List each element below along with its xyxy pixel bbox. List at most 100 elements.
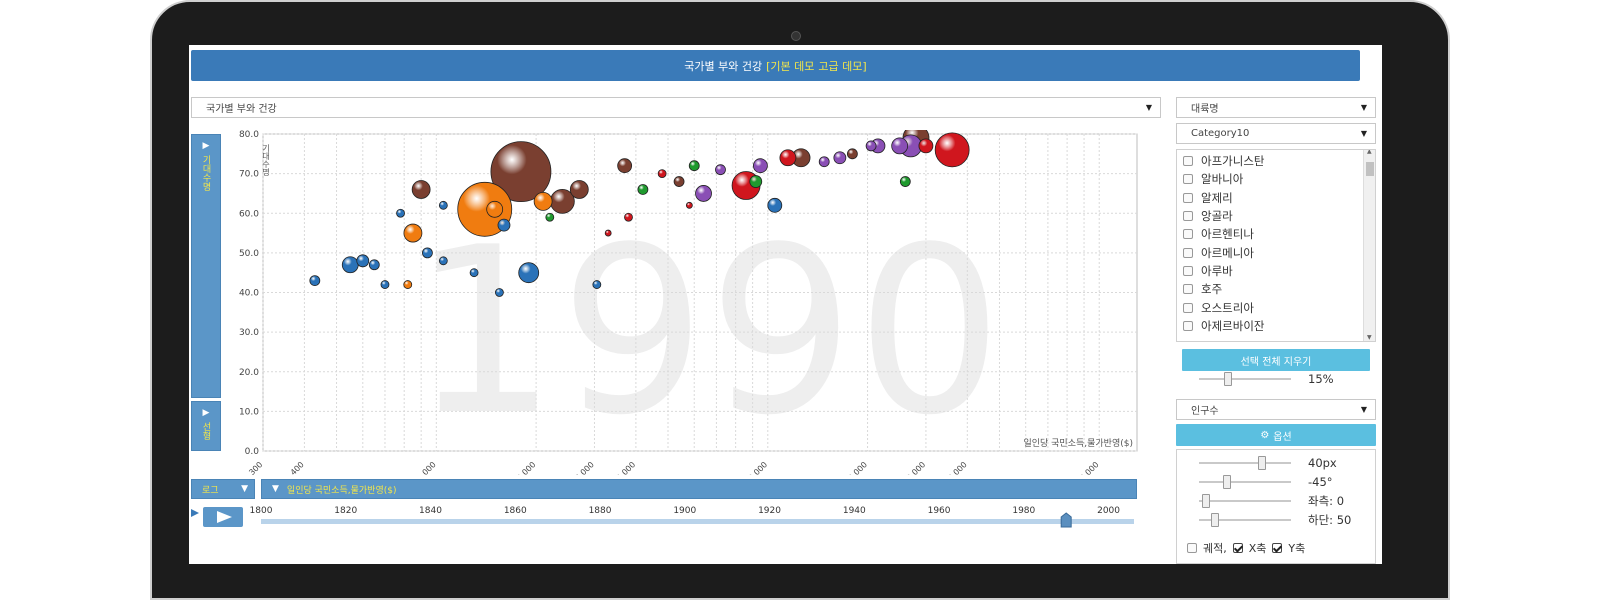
- basic-demo-link[interactable]: [기본 데모: [766, 59, 815, 73]
- size-select[interactable]: 인구수 ▼: [1176, 399, 1376, 420]
- option-slider[interactable]: [1199, 474, 1291, 489]
- x-tick-label: 100,000: [1071, 460, 1101, 475]
- year-timeline[interactable]: 1800 1820 1840 1860 1880 1900 1920 1940 1960 1980…: [189, 501, 1149, 541]
- option-slider[interactable]: [1199, 456, 1291, 470]
- opacity-slider[interactable]: [1199, 372, 1291, 386]
- data-bubble: [495, 288, 504, 297]
- option-slider[interactable]: [1199, 494, 1291, 508]
- timeline-slider[interactable]: [261, 519, 1134, 524]
- country-checkbox[interactable]: [1183, 247, 1193, 258]
- data-bubble: [846, 148, 858, 160]
- data-bubble: [438, 200, 448, 210]
- data-bubble: [604, 229, 612, 237]
- country-checkbox[interactable]: [1183, 211, 1193, 222]
- timeline-slider-thumb[interactable]: [1060, 512, 1072, 528]
- option-slider-thumb[interactable]: [1210, 512, 1219, 527]
- data-bubble: [673, 176, 685, 187]
- country-checkbox[interactable]: [1183, 320, 1193, 331]
- camera-dot: [791, 31, 801, 41]
- data-bubble: [749, 175, 763, 188]
- timeline-tick-label: 1800: [250, 506, 273, 516]
- country-checkbox[interactable]: [1183, 284, 1193, 295]
- advanced-demo-link[interactable]: 고급 데모]: [818, 59, 867, 73]
- country-item[interactable]: 앙골라: [1177, 207, 1375, 225]
- country-item[interactable]: 알바니아: [1177, 170, 1375, 188]
- option-checkbox[interactable]: [1272, 543, 1283, 553]
- color-category-select[interactable]: 대륙명 ▼: [1176, 97, 1376, 118]
- x-scale-tab[interactable]: 로그 ▼: [191, 479, 255, 499]
- y-tick-label: 20.0: [239, 368, 259, 378]
- y-axis-tab[interactable]: ▶ 기대수명: [191, 134, 221, 398]
- data-bubble: [309, 275, 321, 287]
- country-checkbox[interactable]: [1183, 192, 1193, 203]
- country-checkbox[interactable]: [1183, 265, 1193, 276]
- option-slider-thumb[interactable]: [1222, 474, 1231, 489]
- chevron-down-icon: ▼: [241, 484, 248, 494]
- country-item[interactable]: 알제리: [1177, 189, 1375, 207]
- country-item[interactable]: 아르헨티나: [1177, 225, 1375, 243]
- data-bubble: [469, 268, 479, 278]
- bubble-chart[interactable]: 19900.010.020.030.040.050.060.070.080.03…: [189, 130, 1149, 475]
- app-screen: 국가별 부와 건강 [기본 데모 고급 데모] 국가별 부와 건강 ▼ ▶ 기대…: [189, 45, 1382, 564]
- data-bubble: [865, 140, 877, 152]
- x-tick-label: 300: [247, 460, 264, 475]
- option-checkbox[interactable]: [1232, 543, 1243, 553]
- palette-value: Category10: [1191, 128, 1250, 139]
- option-slider-thumb[interactable]: [1257, 456, 1266, 470]
- data-bubble: [592, 280, 602, 289]
- timeline-tick-label: 1940: [843, 506, 866, 516]
- country-item[interactable]: 아르메니아: [1177, 243, 1375, 261]
- country-checkbox[interactable]: [1183, 156, 1193, 167]
- data-bubble: [396, 208, 405, 218]
- timeline-tick-label: 1980: [1012, 506, 1035, 516]
- chevron-down-icon: ▼: [1145, 103, 1152, 112]
- option-slider-thumb[interactable]: [1202, 494, 1211, 508]
- country-label: 아르헨티나: [1201, 227, 1254, 242]
- option-checkbox[interactable]: [1187, 543, 1197, 553]
- option-checkbox-label: X축: [1248, 542, 1267, 555]
- data-bubble: [891, 137, 909, 155]
- country-label: 아제르바이잔: [1201, 318, 1265, 333]
- country-item[interactable]: 아프가니스탄: [1177, 152, 1375, 170]
- options-button[interactable]: ⚙ 옵션: [1176, 424, 1376, 446]
- y-axis-label: 기대수명: [262, 144, 271, 176]
- country-item[interactable]: 오스트리아: [1177, 298, 1375, 316]
- data-bubble: [624, 212, 633, 222]
- country-item[interactable]: 호주: [1177, 280, 1375, 298]
- data-bubble: [518, 262, 540, 284]
- clear-selection-button[interactable]: 선택 전체 지우기: [1182, 349, 1370, 371]
- y-scale-tab-label: 선형: [200, 422, 211, 440]
- x-tick-label: 400: [289, 460, 306, 475]
- country-item[interactable]: 아루바: [1177, 262, 1375, 280]
- option-slider-row: 하단: 50: [1199, 512, 1351, 528]
- country-item[interactable]: 아제르바이잔: [1177, 317, 1375, 335]
- dataset-select-value: 국가별 부와 건강: [206, 104, 277, 115]
- y-axis-tab-label: 기대수명: [200, 155, 211, 191]
- opacity-value: 15%: [1308, 372, 1334, 386]
- country-checkbox[interactable]: [1183, 229, 1193, 240]
- country-checkbox[interactable]: [1183, 174, 1193, 185]
- checklist-scrollbar[interactable]: ▲ ▼: [1363, 150, 1375, 341]
- opacity-slider-thumb[interactable]: [1224, 372, 1233, 386]
- data-bubble: [411, 180, 431, 199]
- palette-select[interactable]: Category10 ▼: [1176, 123, 1376, 144]
- data-bubble: [422, 247, 433, 259]
- y-scale-tab[interactable]: ▶ 선형: [191, 401, 221, 451]
- color-category-value: 대륙명: [1191, 104, 1219, 115]
- x-axis-tab[interactable]: ▼ 일인당 국민소득,물가반영($): [261, 479, 1137, 499]
- data-bubble: [438, 256, 448, 266]
- timeline-tick-label: 1860: [504, 506, 527, 516]
- play-icon[interactable]: [217, 511, 232, 523]
- chevron-down-icon: ▼: [1360, 129, 1367, 138]
- option-slider-value: 하단: 50: [1308, 512, 1352, 527]
- data-bubble: [403, 223, 423, 243]
- data-bubble: [899, 176, 911, 187]
- country-checkbox[interactable]: [1183, 302, 1193, 313]
- country-label: 알바니아: [1201, 172, 1244, 187]
- data-bubble: [934, 132, 970, 168]
- country-label: 아프가니스탄: [1201, 154, 1265, 169]
- data-bubble: [767, 197, 783, 213]
- scroll-thumb[interactable]: [1366, 162, 1374, 176]
- dataset-select[interactable]: 국가별 부와 건강 ▼: [191, 97, 1161, 118]
- option-slider[interactable]: [1199, 512, 1291, 527]
